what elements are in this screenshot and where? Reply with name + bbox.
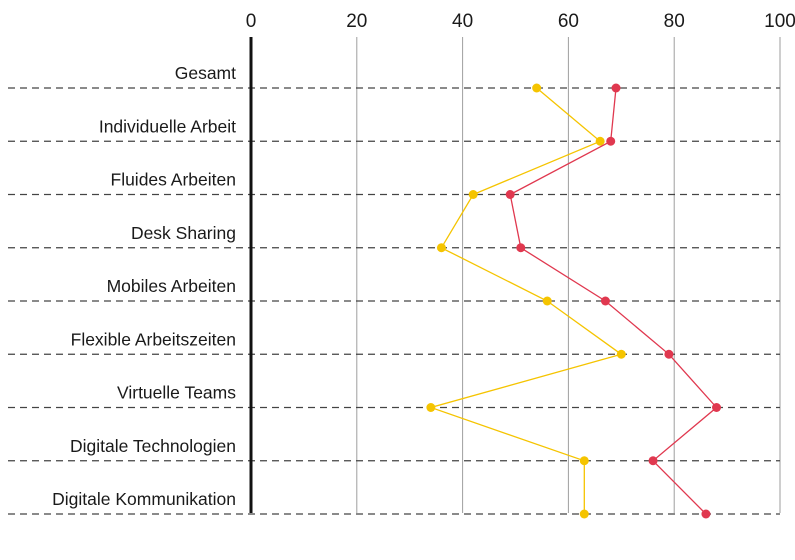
x-tick-label: 100 (764, 11, 795, 32)
category-label: Virtuelle Teams (117, 383, 236, 403)
series-point-1 (595, 136, 605, 146)
series-point-2 (600, 296, 610, 306)
category-labels: Gesamt Individuelle Arbeit Fluides Arbeite… (52, 63, 236, 509)
series-point-1 (468, 190, 478, 199)
series-point-1 (436, 243, 446, 253)
series-point-2 (505, 190, 515, 199)
series-layer (426, 83, 722, 519)
category-label: Gesamt (175, 63, 236, 83)
series-point-2 (516, 243, 526, 253)
series-point-1 (542, 296, 552, 306)
category-label: Individuelle Arbeit (99, 116, 236, 136)
series-point-2 (606, 136, 616, 146)
series-point-2 (701, 509, 711, 519)
series-point-2 (664, 349, 674, 359)
x-tick-label: 0 (246, 11, 257, 32)
series-point-1 (426, 403, 436, 412)
series-point-1 (579, 509, 589, 519)
category-label: Mobiles Arbeiten (107, 276, 236, 296)
category-label: Fluides Arbeiten (111, 170, 237, 190)
series-point-1 (532, 83, 542, 93)
x-tick-label: 80 (664, 11, 685, 32)
series-point-1 (616, 349, 626, 359)
x-tick-label: 20 (346, 11, 367, 32)
series-point-1 (579, 456, 589, 466)
category-label: Digitale Kommunikation (52, 489, 236, 509)
x-tick-label: 60 (558, 11, 579, 32)
series-point-2 (712, 403, 722, 412)
x-tick-label: 40 (452, 11, 473, 32)
series-point-2 (611, 83, 621, 93)
category-label: Desk Sharing (131, 223, 236, 243)
category-label: Flexible Arbeitszeiten (71, 329, 236, 349)
category-label: Digitale Technologien (70, 436, 236, 456)
grid-layer (8, 37, 781, 515)
x-tick-labels: 0 20 40 60 80 100 (246, 11, 795, 32)
series-point-2 (648, 456, 658, 466)
